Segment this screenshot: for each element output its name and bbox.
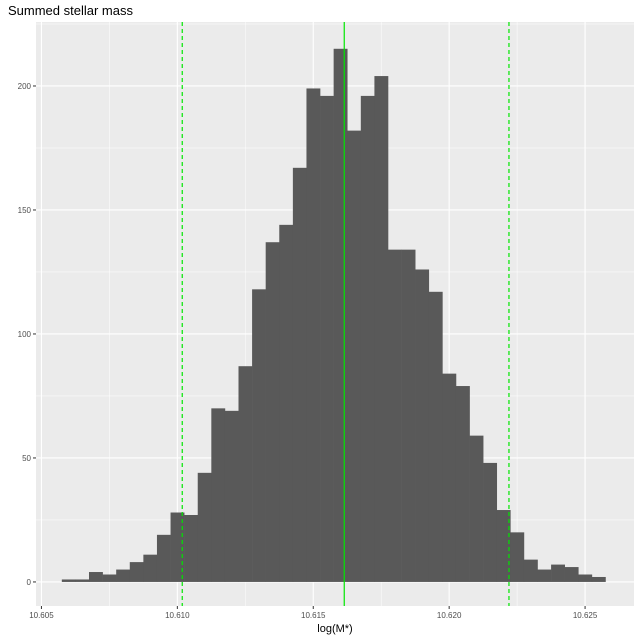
chart-title: Summed stellar mass	[8, 3, 133, 18]
histogram-bar	[360, 95, 375, 582]
histogram-bar	[428, 291, 443, 582]
histogram-bar	[197, 472, 212, 582]
histogram-bar	[89, 572, 103, 582]
histogram-bar	[578, 574, 593, 582]
histogram-bar	[279, 224, 294, 582]
histogram-bar	[75, 579, 90, 582]
x-axis-label: log(M*)	[317, 623, 352, 635]
histogram-bar	[442, 373, 457, 582]
histogram-bar	[374, 76, 389, 582]
histogram-bar	[61, 579, 76, 582]
histogram-bar	[591, 576, 606, 582]
histogram-bar	[265, 242, 280, 582]
histogram-bar	[320, 95, 334, 582]
histogram-bar	[564, 567, 579, 582]
histogram-bar	[496, 510, 511, 582]
y-tick-label: 200	[18, 82, 32, 91]
histogram-bar	[455, 386, 470, 582]
histogram-bar	[551, 564, 565, 582]
histogram-bar	[523, 559, 538, 582]
histogram-bar	[469, 435, 484, 582]
histogram-bar	[102, 574, 117, 582]
x-tick-label: 10.625	[573, 611, 598, 620]
y-tick-label: 0	[27, 578, 32, 587]
histogram-bar	[401, 249, 416, 582]
x-tick-label: 10.610	[165, 611, 190, 620]
histogram-bar	[238, 366, 253, 582]
y-tick-label: 150	[18, 206, 32, 215]
histogram-bar	[306, 88, 321, 582]
histogram-bar	[510, 532, 525, 582]
histogram-bar	[170, 512, 185, 582]
histogram-bar	[224, 410, 239, 582]
histogram-bar	[415, 269, 430, 582]
histogram-bar	[333, 48, 348, 582]
histogram-bar	[143, 554, 158, 582]
x-tick-label: 10.605	[29, 611, 54, 620]
x-tick-label: 10.620	[437, 611, 462, 620]
y-tick-label: 100	[18, 330, 32, 339]
histogram-bar	[292, 167, 307, 582]
histogram-bar	[537, 569, 552, 582]
histogram-bar	[211, 408, 226, 582]
histogram-bar	[129, 562, 144, 582]
histogram-bar	[116, 569, 131, 582]
histogram-bar	[156, 534, 171, 582]
x-tick-label: 10.615	[301, 611, 326, 620]
histogram-bar	[483, 462, 498, 582]
histogram-bar	[347, 130, 362, 582]
histogram-bar	[252, 289, 266, 582]
histogram-bar	[184, 514, 199, 582]
histogram-bar	[388, 249, 402, 582]
y-tick-label: 50	[22, 454, 31, 463]
